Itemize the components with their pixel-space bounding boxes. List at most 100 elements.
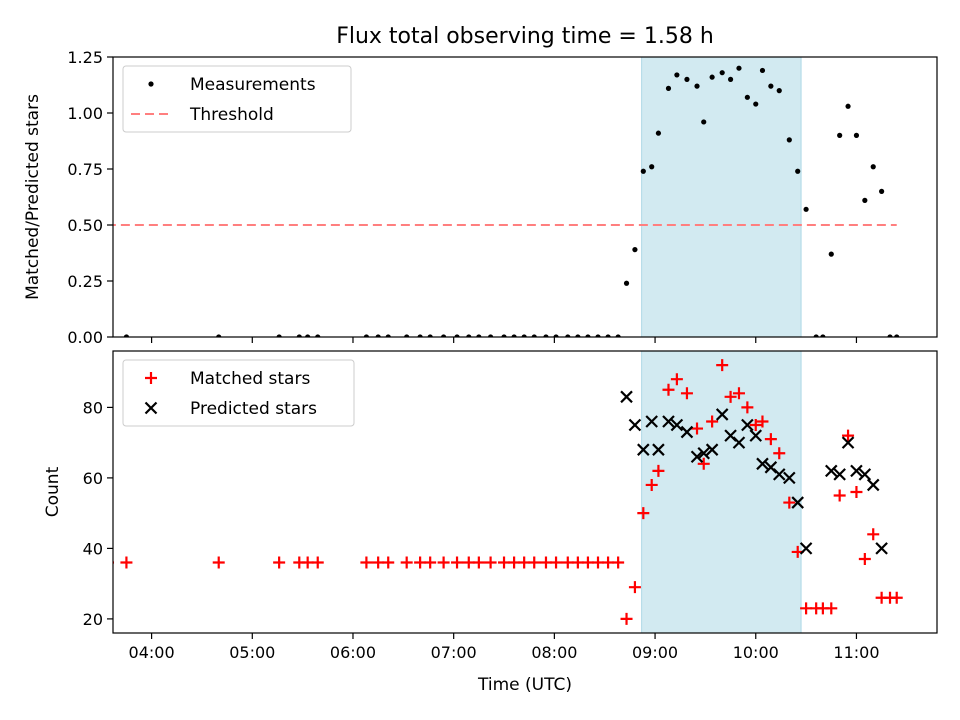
data-point <box>561 556 574 569</box>
data-point <box>539 556 552 569</box>
data-point <box>773 447 786 460</box>
data-point <box>454 334 460 337</box>
top-panel: 0.00 0.25 0.50 0.75 1.00 1.25 Matched/Predicte… <box>23 48 938 347</box>
data-point <box>645 478 658 491</box>
data-point <box>870 164 876 170</box>
data-point <box>691 422 704 435</box>
data-point <box>890 591 903 604</box>
data-point <box>697 446 711 460</box>
data-point <box>670 418 684 432</box>
data-point <box>417 334 423 337</box>
plot-area <box>113 359 903 625</box>
data-point <box>875 542 888 555</box>
data-point <box>783 496 796 509</box>
data-point <box>581 556 594 569</box>
data-point <box>719 70 725 76</box>
data-point <box>451 556 464 569</box>
data-point <box>628 418 642 432</box>
series-matched-stars <box>113 359 903 625</box>
data-point <box>427 334 433 337</box>
axes-frame <box>112 56 938 338</box>
data-point <box>375 334 381 337</box>
data-point <box>887 334 893 337</box>
data-point <box>697 457 710 470</box>
data-point <box>655 130 662 136</box>
data-point <box>867 528 880 541</box>
legend-marker <box>144 401 158 415</box>
data-point <box>276 334 282 337</box>
data-point <box>543 334 549 337</box>
data-point <box>620 390 633 404</box>
data-point <box>749 429 763 442</box>
data-point <box>756 415 769 428</box>
data-point <box>212 556 225 569</box>
series-measurements <box>123 65 900 337</box>
data-point <box>550 556 563 569</box>
data-point <box>894 334 900 337</box>
data-point <box>800 602 813 615</box>
legend-label: Matched stars <box>190 369 310 389</box>
data-point <box>521 334 527 337</box>
x-tick-label: 10:00 <box>733 643 779 662</box>
data-point <box>706 415 719 428</box>
data-point <box>690 450 704 464</box>
x-tick-label: 07:00 <box>431 643 477 662</box>
y-tick-label: 60 <box>83 469 103 488</box>
data-point <box>615 334 621 337</box>
data-point <box>498 556 511 569</box>
data-point <box>120 556 133 569</box>
data-point <box>382 556 395 569</box>
y-tick-label: 0.25 <box>67 272 103 291</box>
data-point <box>620 612 633 625</box>
data-point <box>518 556 531 569</box>
data-point <box>820 334 826 337</box>
data-point <box>845 103 851 109</box>
data-point <box>462 556 475 569</box>
legend-label: Measurements <box>190 75 316 95</box>
data-point <box>472 556 485 569</box>
x-tick-label: 11:00 <box>833 643 879 662</box>
x-tick-label: 06:00 <box>330 643 376 662</box>
data-point <box>866 478 880 492</box>
plot-area <box>113 65 900 337</box>
data-point <box>850 486 863 498</box>
data-point <box>749 419 762 432</box>
data-point <box>842 429 855 442</box>
data-point <box>853 132 860 138</box>
data-point <box>724 390 737 403</box>
data-point <box>665 85 672 91</box>
data-point <box>828 251 834 257</box>
data-point <box>741 418 754 432</box>
y-tick-label: 20 <box>83 610 103 629</box>
observing-window-shading <box>641 56 802 338</box>
data-point <box>741 401 754 414</box>
data-point <box>575 334 581 337</box>
x-tick-label: 08:00 <box>531 643 577 662</box>
data-point <box>824 464 838 478</box>
data-point <box>662 415 675 428</box>
data-point <box>709 74 715 80</box>
y-tick-label: 1.25 <box>67 48 103 67</box>
data-point <box>592 556 605 569</box>
data-point <box>833 468 846 481</box>
data-point <box>501 334 507 337</box>
y-tick-label: 0.50 <box>67 216 103 235</box>
legend-box <box>122 359 355 427</box>
data-point <box>571 556 584 569</box>
data-point <box>531 334 537 337</box>
data-point <box>759 67 766 74</box>
data-point <box>466 334 472 337</box>
data-point <box>511 334 517 337</box>
data-point <box>662 383 675 396</box>
data-point <box>301 556 314 569</box>
data-point <box>825 602 838 615</box>
data-point <box>311 556 324 569</box>
data-point <box>670 373 683 386</box>
legend-label: Predicted stars <box>190 399 317 419</box>
data-point <box>273 556 286 569</box>
data-point <box>637 507 650 520</box>
data-point <box>684 76 690 82</box>
data-point <box>768 83 774 89</box>
x-axis-label: Time (UTC) <box>477 675 572 695</box>
